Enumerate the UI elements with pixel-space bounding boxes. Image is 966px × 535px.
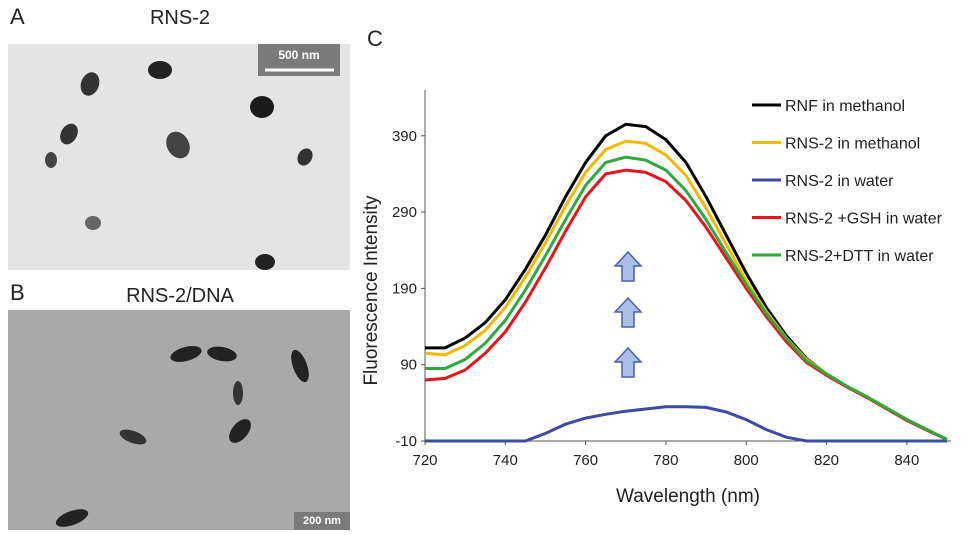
panel-title: RNS-2/DNA: [126, 285, 234, 307]
y-tick-label: 290: [392, 204, 417, 221]
scale-bar-label: 500 nm: [278, 48, 319, 62]
x-tick-label: 800: [734, 452, 759, 469]
x-tick-label: 820: [814, 452, 839, 469]
series-line: [425, 155, 948, 441]
arrows: [613, 250, 643, 378]
legend-label: RNS-2 +GSH in water: [785, 211, 943, 228]
legend-label: RNS-2 in methanol: [785, 136, 920, 153]
x-axis-label: Wavelength (nm): [616, 486, 760, 507]
x-tick-label: 720: [412, 452, 437, 469]
series-line: [425, 122, 948, 441]
tem-image: [8, 310, 350, 530]
y-axis-label: Fluorescence Intensity: [361, 195, 382, 386]
x-tick-label: 780: [653, 452, 678, 469]
y-tick-label: -10: [395, 433, 417, 450]
legend-label: RNF in methanol: [785, 98, 905, 115]
chart: -10 90 190 290 390 720 740 760 780 800 820 840 Wavel…: [361, 90, 951, 507]
panel-title: RNS-2: [150, 7, 210, 29]
x-tick-label: 760: [573, 452, 598, 469]
panel-label: B: [10, 280, 25, 305]
panel-label: C: [367, 26, 383, 51]
x-tick-label: 840: [894, 452, 919, 469]
y-tick-label: 90: [400, 357, 417, 374]
y-tick-label: 190: [392, 280, 417, 297]
tem-image: [8, 44, 350, 270]
series-line: [425, 405, 947, 443]
panel-label: A: [10, 4, 25, 29]
legend-label: RNS-2 in water: [785, 173, 894, 190]
x-tick-label: 740: [493, 452, 518, 469]
legend-label: RNS-2+DTT in water: [785, 248, 934, 265]
scale-bar-label: 200 nm: [303, 515, 341, 527]
y-tick-label: 390: [392, 128, 417, 145]
